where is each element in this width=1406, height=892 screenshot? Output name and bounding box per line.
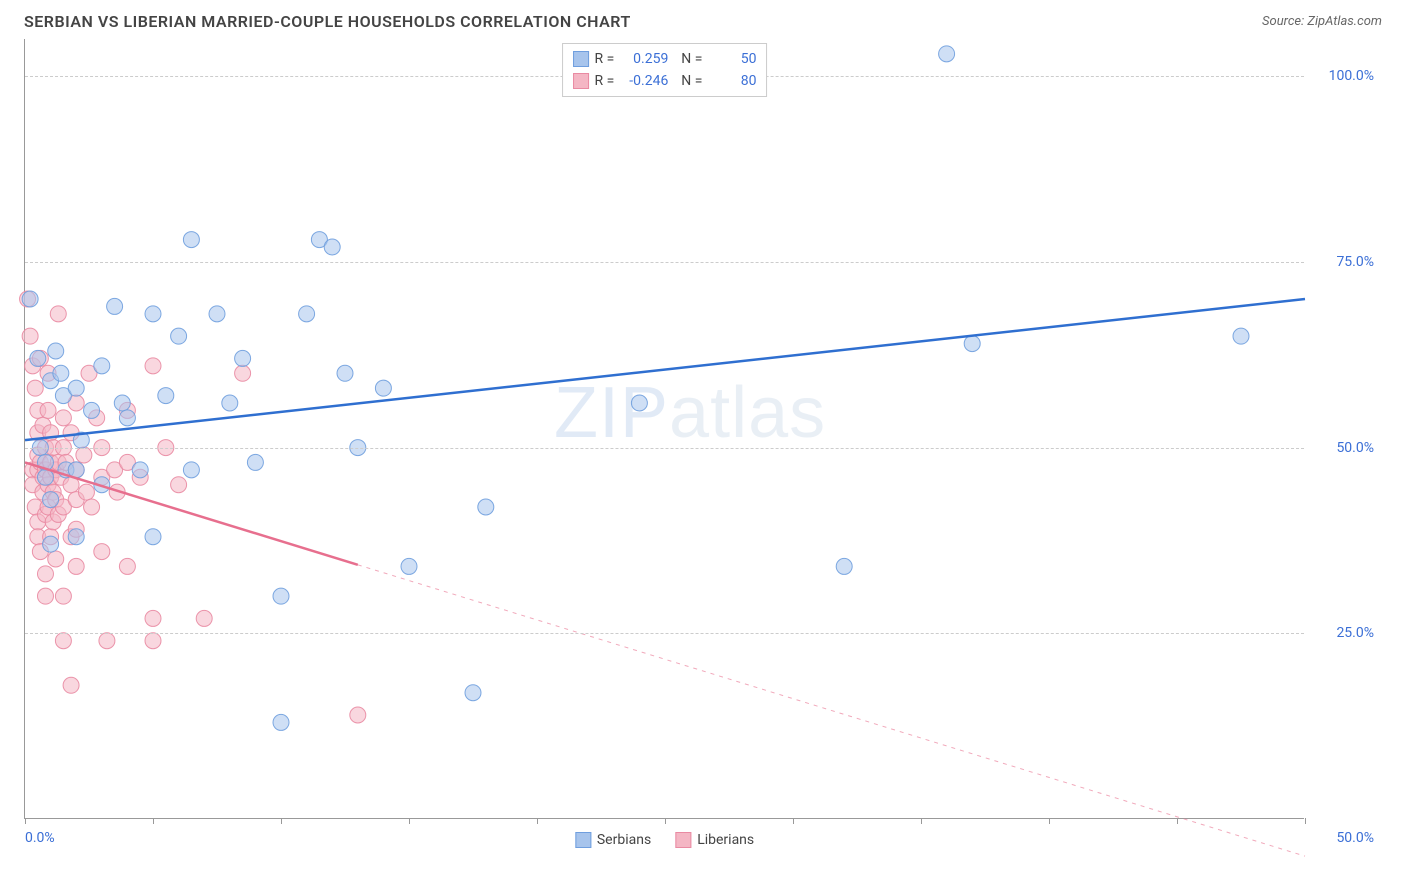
legend-r-value-liberians: -0.246 [620,70,668,92]
series-legend: Serbians Liberians [575,832,754,848]
legend-item-serbians: Serbians [575,832,651,848]
y-tick-label: 75.0% [1314,254,1374,270]
legend-swatch-serbians [573,51,589,67]
gridline [25,448,1304,449]
x-axis-label-min: 0.0% [25,830,55,846]
x-tick [793,818,794,824]
legend-item-liberians: Liberians [675,832,754,848]
y-tick-label: 100.0% [1314,68,1374,84]
legend-n-value-serbians: 50 [708,48,756,70]
x-tick [537,818,538,824]
x-tick [665,818,666,824]
legend-r-label: R = [595,48,615,70]
legend-row-liberians: R = -0.246 N = 80 [573,70,757,92]
x-tick [25,818,26,824]
legend-r-label: R = [595,70,615,92]
gridline [25,633,1304,634]
legend-swatch-liberians [573,73,589,89]
chart-title: SERBIAN VS LIBERIAN MARRIED-COUPLE HOUSE… [24,12,631,31]
legend-label-serbians: Serbians [597,832,651,848]
chart-wrap: Married-couple Households R = 0.259 N = … [24,39,1382,819]
legend-label-liberians: Liberians [697,832,754,848]
gridline [25,262,1304,263]
chart-header: SERBIAN VS LIBERIAN MARRIED-COUPLE HOUSE… [0,0,1406,39]
x-tick [1177,818,1178,824]
plot-area: R = 0.259 N = 50 R = -0.246 N = 80 ZIPat… [24,39,1304,819]
y-tick-label: 25.0% [1314,625,1374,641]
x-tick [281,818,282,824]
legend-row-serbians: R = 0.259 N = 50 [573,48,757,70]
legend-n-label: N = [674,70,702,92]
scatter-svg [25,39,1304,818]
legend-r-value-serbians: 0.259 [620,48,668,70]
legend-swatch-liberians [675,832,691,848]
x-tick [1305,818,1306,824]
legend-n-label: N = [674,48,702,70]
x-tick [1049,818,1050,824]
chart-source: Source: ZipAtlas.com [1262,14,1382,29]
correlation-legend: R = 0.259 N = 50 R = -0.246 N = 80 [562,43,768,97]
legend-swatch-serbians [575,832,591,848]
x-axis-label-max: 50.0% [1336,830,1374,846]
y-tick-label: 50.0% [1314,440,1374,456]
x-tick [153,818,154,824]
x-tick [409,818,410,824]
x-tick [921,818,922,824]
legend-n-value-liberians: 80 [708,70,756,92]
